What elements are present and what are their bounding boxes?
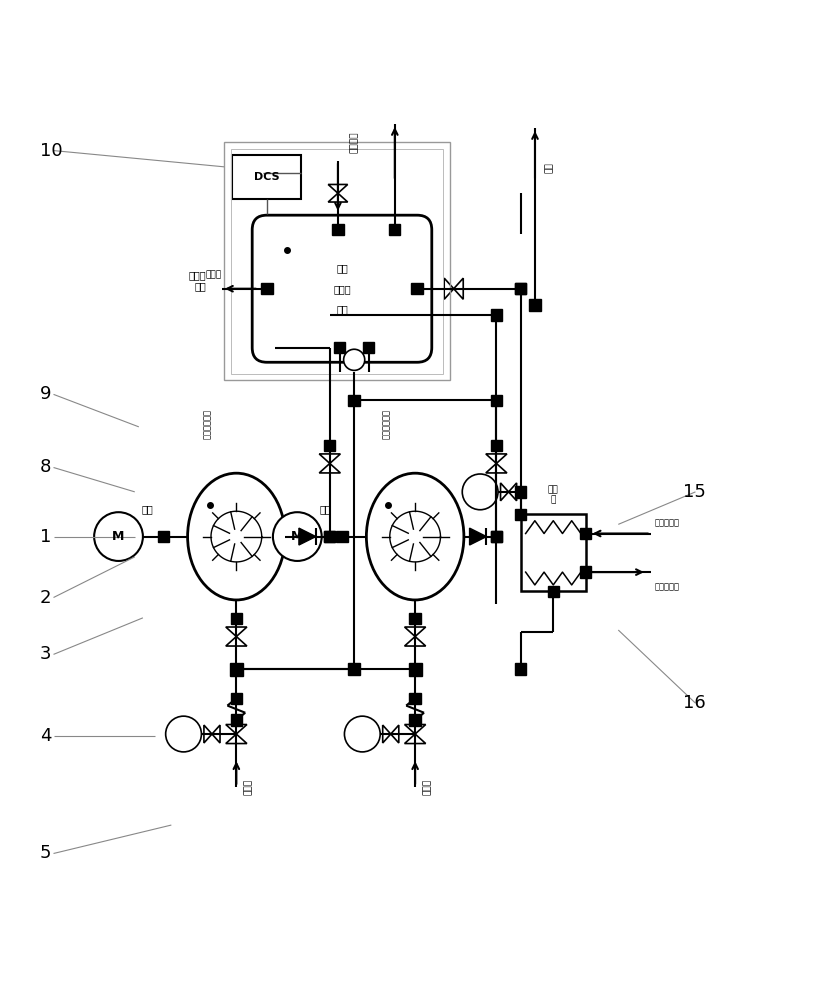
Bar [515,486,527,498]
Bar [363,342,374,353]
Bar [230,149,443,374]
Bar [324,531,335,542]
Circle shape [166,716,201,752]
Text: 液环式真空泵: 液环式真空泵 [383,409,392,439]
Text: 5: 5 [40,844,51,862]
Text: M: M [291,530,304,543]
Text: 气液分
离器: 气液分 离器 [188,270,206,291]
Bar [230,613,242,624]
Text: 气液分: 气液分 [333,284,351,294]
Circle shape [462,474,498,510]
Circle shape [344,716,380,752]
Bar [324,531,335,542]
Circle shape [94,512,143,561]
Text: 4: 4 [40,727,51,745]
Bar [580,528,592,539]
Text: 进气管: 进气管 [422,779,431,795]
Text: 15: 15 [683,483,707,501]
Ellipse shape [187,473,285,600]
Text: 工作液进: 工作液进 [350,131,359,153]
Bar [389,224,400,235]
Text: 液环式真空泵: 液环式真空泵 [204,409,212,439]
Bar [348,395,360,406]
Bar [158,531,168,542]
Bar [529,299,540,311]
Text: 排气: 排气 [545,162,554,173]
Bar [332,224,344,235]
Bar [324,440,335,451]
Bar [261,283,273,294]
Text: 换热
器: 换热 器 [548,485,558,504]
Text: 2: 2 [40,589,51,607]
Bar [232,155,301,199]
Text: 电机: 电机 [320,504,331,514]
Bar [548,586,559,597]
Bar [409,714,421,726]
Text: 16: 16 [683,694,706,712]
Ellipse shape [366,473,464,600]
Bar [491,531,502,542]
Circle shape [344,349,365,370]
Text: 电机: 电机 [141,504,153,514]
Text: 10: 10 [40,142,63,160]
Bar [491,309,502,321]
Text: 排液口: 排液口 [206,270,222,279]
Bar [411,283,422,294]
Bar [515,663,527,675]
Bar [230,714,242,726]
Text: 储液: 储液 [336,263,348,273]
Bar [491,395,502,406]
Bar [409,693,421,704]
Bar [224,142,449,380]
Bar [515,283,527,294]
Bar [409,613,421,624]
Bar [336,531,348,542]
Bar [334,342,345,353]
Polygon shape [470,528,487,545]
Bar [230,693,242,704]
Bar [521,514,586,591]
Bar [580,566,592,578]
Bar [491,440,502,451]
Text: 进气管: 进气管 [244,779,253,795]
FancyBboxPatch shape [252,215,431,362]
Text: M: M [112,530,125,543]
Text: 9: 9 [40,385,51,403]
Text: 3: 3 [40,645,51,663]
Bar [515,283,527,294]
Bar [230,663,243,676]
Bar [409,663,422,676]
Text: 1: 1 [40,528,51,546]
Text: 冷却水出口: 冷却水出口 [654,582,680,591]
Polygon shape [299,528,316,545]
Bar [348,663,360,675]
Text: 8: 8 [40,458,51,476]
Text: 离器: 离器 [336,304,348,314]
Bar [491,531,502,542]
Text: DCS: DCS [254,172,280,182]
Bar [515,509,527,520]
Text: 冷却水进口: 冷却水进口 [654,518,680,527]
Circle shape [273,512,322,561]
